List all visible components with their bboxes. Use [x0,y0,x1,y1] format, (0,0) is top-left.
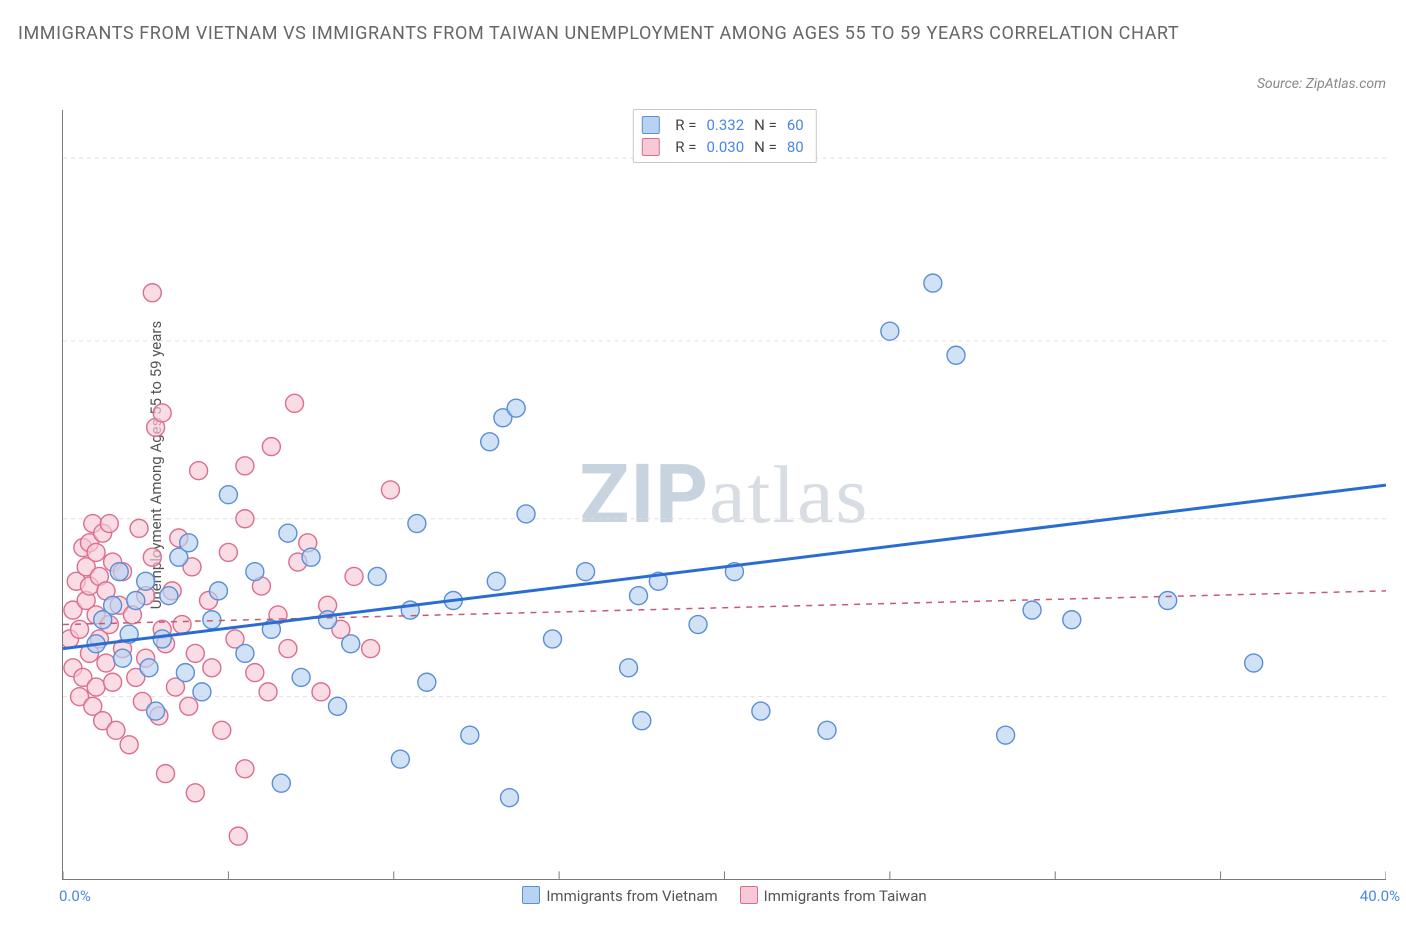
source-attribution: Source: ZipAtlas.com [1257,76,1386,92]
page-title: IMMIGRANTS FROM VIETNAM VS IMMIGRANTS FR… [18,20,1206,48]
n-value-vietnam: 60 [787,114,804,136]
swatch-icon [740,886,758,904]
y-tick-label: 15.0% [1392,149,1406,167]
swatch-icon [641,116,659,134]
r-label: R = [675,114,696,136]
legend-item-taiwan: Immigrants from Taiwan [740,886,927,905]
r-value-vietnam: 0.332 [706,114,744,136]
y-tick-label: 7.5% [1392,510,1406,528]
correlation-legend: R = 0.332 N = 60 R = 0.030 N = 80 [632,109,816,163]
correlation-row-vietnam: R = 0.332 N = 60 [641,114,803,136]
n-label: N = [754,114,777,136]
correlation-row-taiwan: R = 0.030 N = 80 [641,136,803,158]
plot-area: ZIPatlas 3.8%7.5%11.2%15.0% 0.0% 40.0% R… [62,110,1386,880]
y-tick-label: 3.8% [1392,688,1406,706]
swatch-icon [522,886,540,904]
series-legend: Immigrants from Vietnam Immigrants from … [63,886,1386,905]
scatter-plot-svg [63,110,1386,879]
n-value-taiwan: 80 [787,136,804,158]
y-tick-label: 11.2% [1392,332,1406,350]
legend-label-taiwan: Immigrants from Taiwan [764,887,927,905]
legend-label-vietnam: Immigrants from Vietnam [546,887,717,905]
swatch-icon [641,138,659,156]
r-label: R = [675,136,696,158]
legend-item-vietnam: Immigrants from Vietnam [522,886,717,905]
n-label: N = [754,136,777,158]
r-value-taiwan: 0.030 [706,136,744,158]
chart-container: IMMIGRANTS FROM VIETNAM VS IMMIGRANTS FR… [0,0,1406,930]
